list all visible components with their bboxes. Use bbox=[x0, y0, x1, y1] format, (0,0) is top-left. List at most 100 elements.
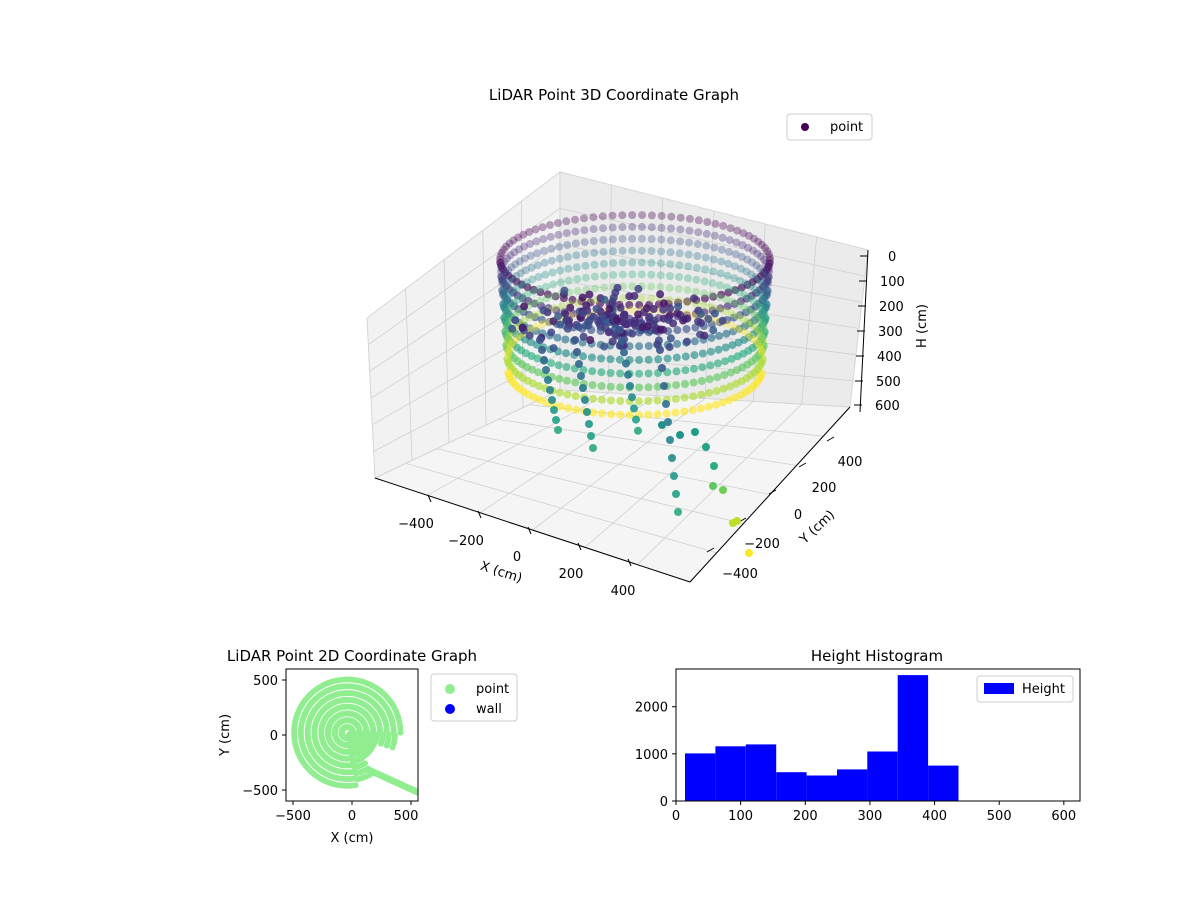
point-3d bbox=[732, 238, 741, 247]
point-3d bbox=[694, 216, 703, 225]
point-3d bbox=[700, 277, 709, 286]
histogram-bar bbox=[715, 746, 746, 801]
point-3d bbox=[757, 318, 766, 327]
point-3d bbox=[555, 254, 564, 263]
point-3d bbox=[759, 321, 767, 330]
point-3d bbox=[616, 410, 625, 419]
point-3d bbox=[496, 258, 505, 267]
point-3d bbox=[733, 324, 741, 333]
point-3d bbox=[673, 326, 682, 335]
point-3d bbox=[505, 278, 513, 287]
point-3d bbox=[644, 369, 653, 378]
y-tick-label-hist: 0 bbox=[660, 795, 668, 810]
point-3d bbox=[606, 382, 615, 391]
point-3d bbox=[666, 272, 674, 280]
point-3d bbox=[590, 260, 599, 269]
point-3d bbox=[705, 375, 714, 384]
point-3d bbox=[504, 332, 513, 341]
point-3d bbox=[503, 338, 511, 347]
grid-line-3d bbox=[369, 244, 561, 372]
point-3d bbox=[506, 290, 514, 298]
point-3d bbox=[635, 369, 644, 378]
point-3d bbox=[671, 408, 680, 417]
point-3d bbox=[508, 275, 517, 284]
histogram-title: Height Histogram bbox=[811, 647, 943, 665]
point-3d bbox=[634, 284, 643, 293]
point-3d bbox=[689, 378, 698, 387]
point-3d bbox=[647, 258, 656, 267]
point-3d bbox=[497, 249, 506, 257]
point-3d bbox=[638, 211, 647, 220]
point-3d bbox=[580, 214, 588, 223]
point-3d bbox=[590, 248, 599, 257]
point-3d bbox=[675, 273, 683, 281]
point-3d bbox=[531, 323, 540, 331]
point-3d bbox=[504, 350, 512, 359]
point-3d bbox=[600, 295, 609, 304]
point-3d bbox=[721, 357, 729, 366]
point-3d bbox=[656, 346, 664, 354]
point-3d bbox=[554, 426, 562, 434]
point-3d bbox=[622, 359, 630, 368]
x-tick-label-hist: 500 bbox=[987, 809, 1012, 824]
point-2d bbox=[367, 730, 374, 737]
point-3d bbox=[703, 218, 712, 226]
point-3d bbox=[656, 259, 665, 268]
point-3d bbox=[561, 335, 570, 344]
point-3d bbox=[572, 251, 581, 260]
point-3d bbox=[581, 273, 590, 282]
point-3d bbox=[637, 258, 646, 267]
x-tick-label-2d: 0 bbox=[348, 809, 356, 824]
point-3d bbox=[692, 275, 701, 284]
point-3d bbox=[663, 368, 672, 377]
point-3d bbox=[562, 349, 570, 358]
grid-line-3d bbox=[532, 398, 706, 531]
point-3d bbox=[749, 246, 758, 255]
grid-line-3d bbox=[405, 288, 413, 461]
point-3d bbox=[759, 294, 768, 303]
point-3d bbox=[734, 300, 743, 309]
y-tick-label: 200 bbox=[812, 481, 837, 496]
point-3d bbox=[608, 235, 617, 244]
point-3d bbox=[589, 213, 598, 222]
point-3d bbox=[560, 286, 569, 295]
point-3d bbox=[562, 229, 571, 238]
point-3d bbox=[499, 272, 508, 281]
grid-line-3d bbox=[559, 244, 863, 303]
point-3d bbox=[690, 364, 698, 373]
point-3d bbox=[731, 250, 740, 259]
point-3d bbox=[512, 272, 521, 280]
point-3d bbox=[676, 213, 685, 222]
y-tick-label-2d: 500 bbox=[253, 674, 278, 689]
point-3d bbox=[765, 253, 774, 262]
point-3d bbox=[533, 249, 542, 258]
x-axis-line bbox=[374, 477, 691, 583]
point-3d bbox=[525, 331, 534, 340]
point-3d bbox=[538, 346, 546, 354]
point-3d bbox=[698, 363, 707, 372]
point-3d bbox=[609, 271, 618, 279]
point-3d bbox=[574, 298, 583, 307]
point-3d bbox=[605, 304, 614, 313]
x-ticks-histogram: 0 100 200 300 400 500 600 bbox=[672, 801, 1076, 824]
point-3d bbox=[760, 309, 768, 318]
point-3d bbox=[525, 228, 534, 236]
point-3d bbox=[628, 222, 637, 231]
point-3d bbox=[665, 283, 674, 292]
point-3d bbox=[554, 230, 563, 239]
point-3d bbox=[671, 394, 680, 403]
point-3d bbox=[507, 340, 516, 349]
point-3d bbox=[628, 393, 636, 402]
point-3d bbox=[638, 323, 647, 332]
point-3d bbox=[714, 345, 723, 354]
point-3d bbox=[759, 267, 768, 276]
point-3d bbox=[573, 348, 581, 356]
legend-2d-marker-point bbox=[445, 684, 455, 694]
point-3d bbox=[566, 303, 575, 312]
point-3d bbox=[662, 400, 670, 408]
point-3d bbox=[761, 297, 769, 306]
point-3d bbox=[757, 345, 765, 354]
point-3d bbox=[503, 335, 512, 344]
point-3d bbox=[502, 308, 511, 317]
